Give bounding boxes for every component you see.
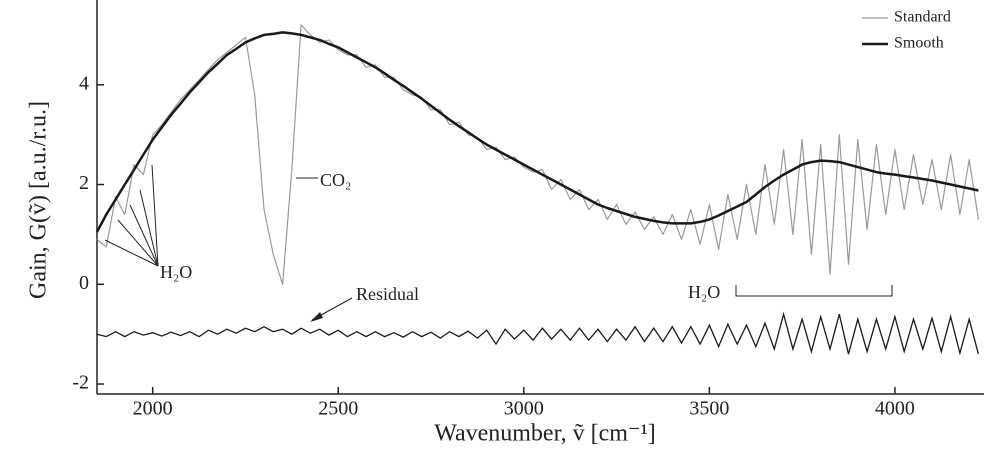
pointer xyxy=(117,219,159,267)
y-tick-label: -2 xyxy=(72,372,89,394)
y-axis-label: Gain, G(ṽ) [a.u./r.u.] xyxy=(26,101,52,299)
arrow-head xyxy=(310,312,323,322)
x-tick-label: 2000 xyxy=(133,398,173,420)
legend-label: Smooth xyxy=(894,35,944,52)
y-tick-label: 0 xyxy=(79,272,89,294)
bracket xyxy=(735,285,893,297)
y-tick-label: 2 xyxy=(79,172,89,194)
line-series xyxy=(96,24,979,285)
x-tick-label: 3500 xyxy=(689,398,729,420)
x-tick-label: 4000 xyxy=(875,398,915,420)
pointer xyxy=(139,189,159,267)
x-axis-label: Wavenumber, ṽ [cm⁻¹] xyxy=(434,421,656,447)
x-tick-label: 3000 xyxy=(504,398,544,420)
line-series xyxy=(95,31,979,233)
annotation: H₂O xyxy=(160,262,192,282)
residual-line xyxy=(96,311,980,356)
pointer xyxy=(104,239,159,267)
annotation: H₂O xyxy=(688,282,720,302)
pointer xyxy=(129,204,159,267)
x-tick-label: 2500 xyxy=(318,398,358,420)
y-tick-label: 4 xyxy=(79,72,89,94)
annotation: CO₂ xyxy=(320,170,351,190)
legend-label: Standard xyxy=(894,9,951,26)
pointer xyxy=(151,164,159,267)
annotation: Residual xyxy=(356,284,419,304)
